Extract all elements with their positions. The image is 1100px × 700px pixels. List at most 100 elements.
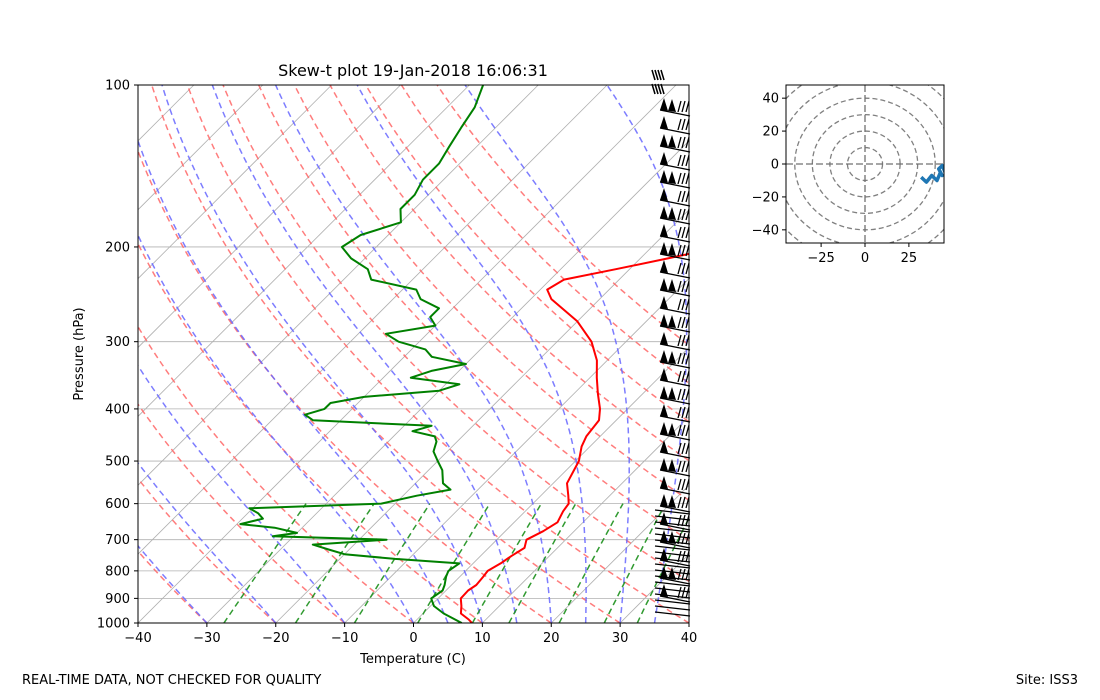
wind-barb <box>659 476 691 495</box>
x-tick-label: −20 <box>262 631 289 646</box>
plot-frame <box>137 84 690 624</box>
wind-barb <box>659 206 691 225</box>
wind-barb-line <box>654 539 691 545</box>
dry-adiabat-line <box>138 149 552 623</box>
wind-barb <box>659 296 691 315</box>
y-tick-label: 600 <box>105 497 130 512</box>
wind-barb <box>659 170 691 189</box>
wind-barb-line <box>654 599 691 605</box>
wind-barb-line <box>654 527 691 533</box>
y-tick-label: 1000 <box>97 617 130 632</box>
moist-adiabat-line <box>138 544 208 623</box>
isotherm-line <box>138 85 264 211</box>
x-tick-label: 10 <box>474 631 491 646</box>
isotherm-line <box>138 85 608 555</box>
site-label: Site: ISS3 <box>1015 673 1078 688</box>
y-tick-label: 800 <box>105 564 130 579</box>
dry-adiabat-line <box>138 242 483 623</box>
wind-barb-line <box>654 587 691 593</box>
dry-adiabat-line <box>150 85 621 623</box>
isotherm-line <box>275 209 689 623</box>
wind-barb-line <box>654 593 691 599</box>
dry-adiabat-line <box>138 477 277 623</box>
moist-adiabat-line <box>356 85 587 623</box>
isotherm-line <box>413 346 689 623</box>
wind-barb-line <box>654 533 691 539</box>
y-tick-label: 300 <box>105 335 130 350</box>
wind-barb <box>659 584 691 603</box>
mixing-ratio-line <box>471 503 542 623</box>
x-tick-label: 40 <box>681 631 698 646</box>
wind-barb <box>659 440 691 459</box>
wind-barb-line <box>654 509 691 515</box>
wind-barb <box>659 224 691 243</box>
wind-barb <box>659 332 691 351</box>
wind-barb <box>659 494 691 513</box>
wind-barb-line <box>654 557 691 563</box>
isotherm-line <box>138 85 195 142</box>
wind-barb <box>659 116 691 135</box>
dry-adiabat-line <box>0 85 69 623</box>
x-axis-label: Temperature (C) <box>359 652 466 667</box>
dry-adiabat-line <box>138 402 346 623</box>
wind-barb <box>659 278 691 297</box>
chart-title: Skew-t plot 19-Jan-2018 16:06:31 <box>278 61 548 80</box>
wind-barb-line <box>654 569 691 575</box>
isotherm-line <box>138 85 539 486</box>
wind-barb <box>659 386 691 405</box>
moist-adiabat-line <box>464 85 630 623</box>
dry-adiabat-line <box>329 85 689 462</box>
dry-adiabat-line <box>186 85 689 623</box>
wind-barb-line <box>654 563 691 569</box>
moist-adiabat-line <box>138 138 449 623</box>
wind-barb <box>659 548 691 567</box>
moist-adiabat-line <box>161 85 484 623</box>
wind-barb <box>659 98 691 117</box>
moist-adiabat-line <box>138 461 277 623</box>
wind-barbs <box>651 69 691 617</box>
y-tick-label: 700 <box>105 533 130 548</box>
wind-barb <box>659 188 691 207</box>
wind-barb-line <box>654 515 691 521</box>
wind-barb-line <box>654 575 691 581</box>
hodo-y-tick-label: −40 <box>752 223 779 238</box>
wind-barb <box>651 69 665 81</box>
dry-adiabat-line <box>138 325 414 623</box>
moist-adiabat-line <box>606 85 688 623</box>
x-tick-label: −40 <box>124 631 151 646</box>
y-tick-label: 400 <box>105 402 130 417</box>
wind-barb <box>659 350 691 369</box>
hodo-x-tick-label: −25 <box>807 251 834 266</box>
mixing-ratio-line <box>223 503 307 623</box>
skew-t-plot: Skew-t plot 19-Jan-2018 16:06:31 −40 −30 −… <box>0 61 698 667</box>
wind-barb <box>659 422 691 441</box>
hodo-x-tick-label: 0 <box>861 251 869 266</box>
dry-adiabat-line <box>365 85 689 423</box>
wind-barb <box>659 404 691 423</box>
hodograph: −25 0 25 −40 −20 0 20 40 <box>752 84 945 266</box>
wind-barb <box>659 368 691 387</box>
wind-barb-line <box>654 521 691 527</box>
wind-barb-line <box>654 551 691 557</box>
isotherm-line <box>138 85 470 417</box>
isotherm-line <box>619 553 689 623</box>
x-tick-label: 0 <box>409 631 417 646</box>
wind-barb <box>659 260 691 279</box>
dewpoint-trace <box>239 85 485 623</box>
wind-barb-line <box>654 581 691 587</box>
moist-adiabat-line <box>274 85 553 623</box>
moist-adiabat-line <box>138 233 415 623</box>
isotherm-line <box>138 85 401 349</box>
dry-adiabat-line <box>436 85 689 347</box>
y-tick-label: 100 <box>105 79 130 94</box>
wind-barb <box>659 152 691 171</box>
dry-adiabat-line <box>138 550 208 623</box>
y-axis-label: Pressure (hPa) <box>72 307 87 400</box>
isotherm-line <box>138 85 677 623</box>
isotherm-line <box>138 85 332 280</box>
dry-adiabat-line <box>258 85 689 542</box>
wind-barb <box>651 83 665 95</box>
moist-adiabat-line <box>211 85 518 623</box>
wind-barb <box>659 566 691 585</box>
